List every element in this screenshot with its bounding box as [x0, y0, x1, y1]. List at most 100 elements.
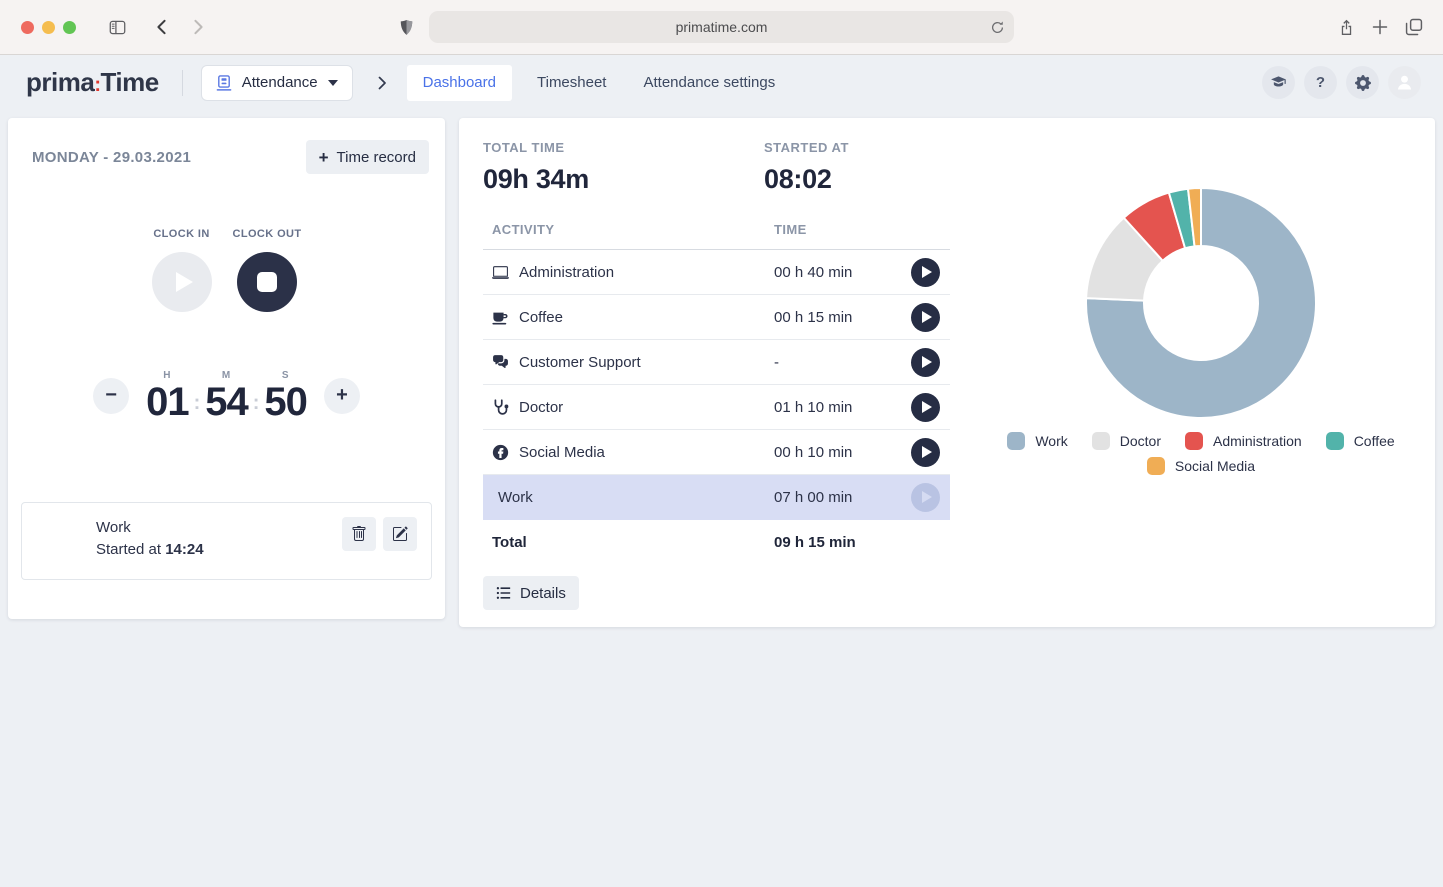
play-activity-button[interactable] [911, 482, 940, 512]
facebook-icon [492, 444, 509, 460]
play-icon [175, 272, 193, 292]
module-selector-attendance[interactable]: Attendance [200, 64, 353, 101]
url-text: primatime.com [675, 19, 768, 35]
table-row[interactable]: Doctor 01 h 10 min [483, 385, 950, 430]
app-logo[interactable]: prima:Time [26, 67, 159, 98]
reload-icon[interactable] [990, 20, 1005, 35]
play-activity-button[interactable] [911, 302, 940, 332]
legend-item: Administration [1184, 432, 1302, 450]
avatar[interactable] [1388, 66, 1421, 99]
tab-attendance-settings[interactable]: Attendance settings [637, 65, 781, 101]
chart-legend: Work Doctor Administration Coffee Social Med… [1007, 432, 1395, 475]
chevron-down-icon [327, 79, 338, 86]
table-row[interactable]: Coffee 00 h 15 min [483, 295, 950, 340]
clock-in-button[interactable] [151, 252, 212, 312]
table-row[interactable]: Customer Support - [483, 340, 950, 385]
play-activity-button[interactable] [911, 437, 940, 467]
decrease-time-button[interactable]: − [93, 378, 130, 414]
add-time-record-button[interactable]: + Time record [305, 140, 429, 174]
academy-icon[interactable] [1262, 66, 1295, 99]
play-activity-button[interactable] [911, 392, 940, 422]
activity-table: ACTIVITY TIME Administration 00 h 40 min… [483, 220, 950, 564]
table-row[interactable]: Social Media 00 h 10 min [483, 430, 950, 475]
clock-out-button[interactable] [236, 252, 297, 312]
hours-value: 01 [146, 380, 189, 424]
donut-slice-work [1085, 187, 1317, 419]
summary-card: TOTAL TIME 09h 34m STARTED AT 08:02 ACTI… [459, 118, 1435, 627]
donut-slice-social-media [1187, 187, 1202, 248]
activity-time: 00 h 15 min [774, 308, 853, 326]
minutes-value: 54 [205, 380, 248, 424]
started-at-time: 14:24 [165, 540, 204, 558]
activity-table-body: Administration 00 h 40 min Coffee 00 h 1… [483, 250, 950, 520]
play-icon [922, 266, 932, 278]
legend-swatch [1091, 432, 1110, 450]
activity-time: - [774, 353, 779, 371]
share-icon[interactable] [1338, 18, 1355, 37]
column-header-activity: ACTIVITY [492, 222, 555, 237]
legend-label: Work [1035, 433, 1068, 449]
details-button[interactable]: Details [483, 576, 579, 610]
attendance-card: MONDAY - 29.03.2021 + Time record CLOCK … [8, 118, 445, 619]
legend-label: Social Media [1174, 458, 1256, 474]
running-entry-activity: Work [96, 519, 131, 536]
legend-item: Work [1007, 432, 1068, 450]
activity-icon [492, 354, 509, 371]
running-entry-card: Work Started at 14:24 [21, 502, 432, 580]
sidebar-icon[interactable] [108, 19, 127, 36]
close-window-button[interactable] [21, 20, 34, 34]
play-activity-button[interactable] [911, 347, 940, 377]
activity-icon [492, 309, 509, 326]
address-bar[interactable]: primatime.com [429, 11, 1014, 43]
forward-icon[interactable] [189, 18, 207, 36]
minutes-label: M [221, 370, 232, 381]
settings-gear-icon[interactable] [1346, 66, 1379, 99]
laptop-icon [492, 265, 509, 279]
stop-icon [256, 272, 277, 292]
edit-icon [393, 526, 408, 541]
list-icon [496, 587, 511, 599]
module-label: Attendance [241, 74, 318, 91]
plus-icon: + [318, 147, 329, 167]
tab-overview-icon[interactable] [1405, 18, 1423, 36]
activity-time: 00 h 40 min [774, 263, 853, 281]
activity-time: 07 h 00 min [774, 488, 853, 506]
activity-chart: Work Doctor Administration Coffee Social Med… [1007, 182, 1395, 475]
activity-time: 00 h 10 min [774, 443, 853, 461]
play-icon [922, 311, 932, 323]
play-icon [922, 356, 932, 368]
window-controls [21, 20, 76, 34]
activity-name: Coffee [519, 308, 563, 326]
time-stepper: − H 01 : M 54 : S 50 [8, 370, 445, 422]
legend-label: Doctor [1119, 433, 1161, 449]
play-icon [922, 446, 932, 458]
hours-label: H [163, 370, 172, 381]
delete-entry-button[interactable] [342, 517, 376, 551]
back-icon[interactable] [153, 18, 171, 36]
shield-icon[interactable] [398, 18, 415, 37]
play-icon [922, 491, 932, 503]
legend-item: Doctor [1091, 432, 1161, 450]
total-row: Total 09 h 15 min [483, 520, 950, 564]
activity-name: Administration [519, 263, 615, 281]
total-value: 09 h 15 min [774, 533, 856, 551]
logo-colon: : [94, 74, 101, 96]
seconds-label: S [281, 370, 290, 381]
tab-timesheet[interactable]: Timesheet [531, 65, 612, 101]
edit-entry-button[interactable] [383, 517, 417, 551]
table-row[interactable]: Administration 00 h 40 min [483, 250, 950, 295]
chat-icon [493, 354, 508, 368]
started-at-value: 08:02 [764, 164, 832, 194]
new-tab-icon[interactable] [1372, 19, 1388, 35]
minimize-window-button[interactable] [42, 20, 55, 34]
increase-time-button[interactable]: + [323, 378, 360, 414]
clock-in-label: CLOCK IN [153, 228, 210, 240]
zoom-window-button[interactable] [63, 20, 76, 34]
trash-icon [352, 526, 366, 541]
tab-dashboard[interactable]: Dashboard [406, 64, 512, 101]
total-time-value: 09h 34m [483, 164, 589, 194]
play-activity-button[interactable] [911, 257, 940, 287]
help-icon[interactable]: ? [1304, 66, 1337, 99]
browser-chrome: primatime.com [0, 0, 1443, 55]
table-row[interactable]: Work 07 h 00 min [483, 475, 950, 520]
